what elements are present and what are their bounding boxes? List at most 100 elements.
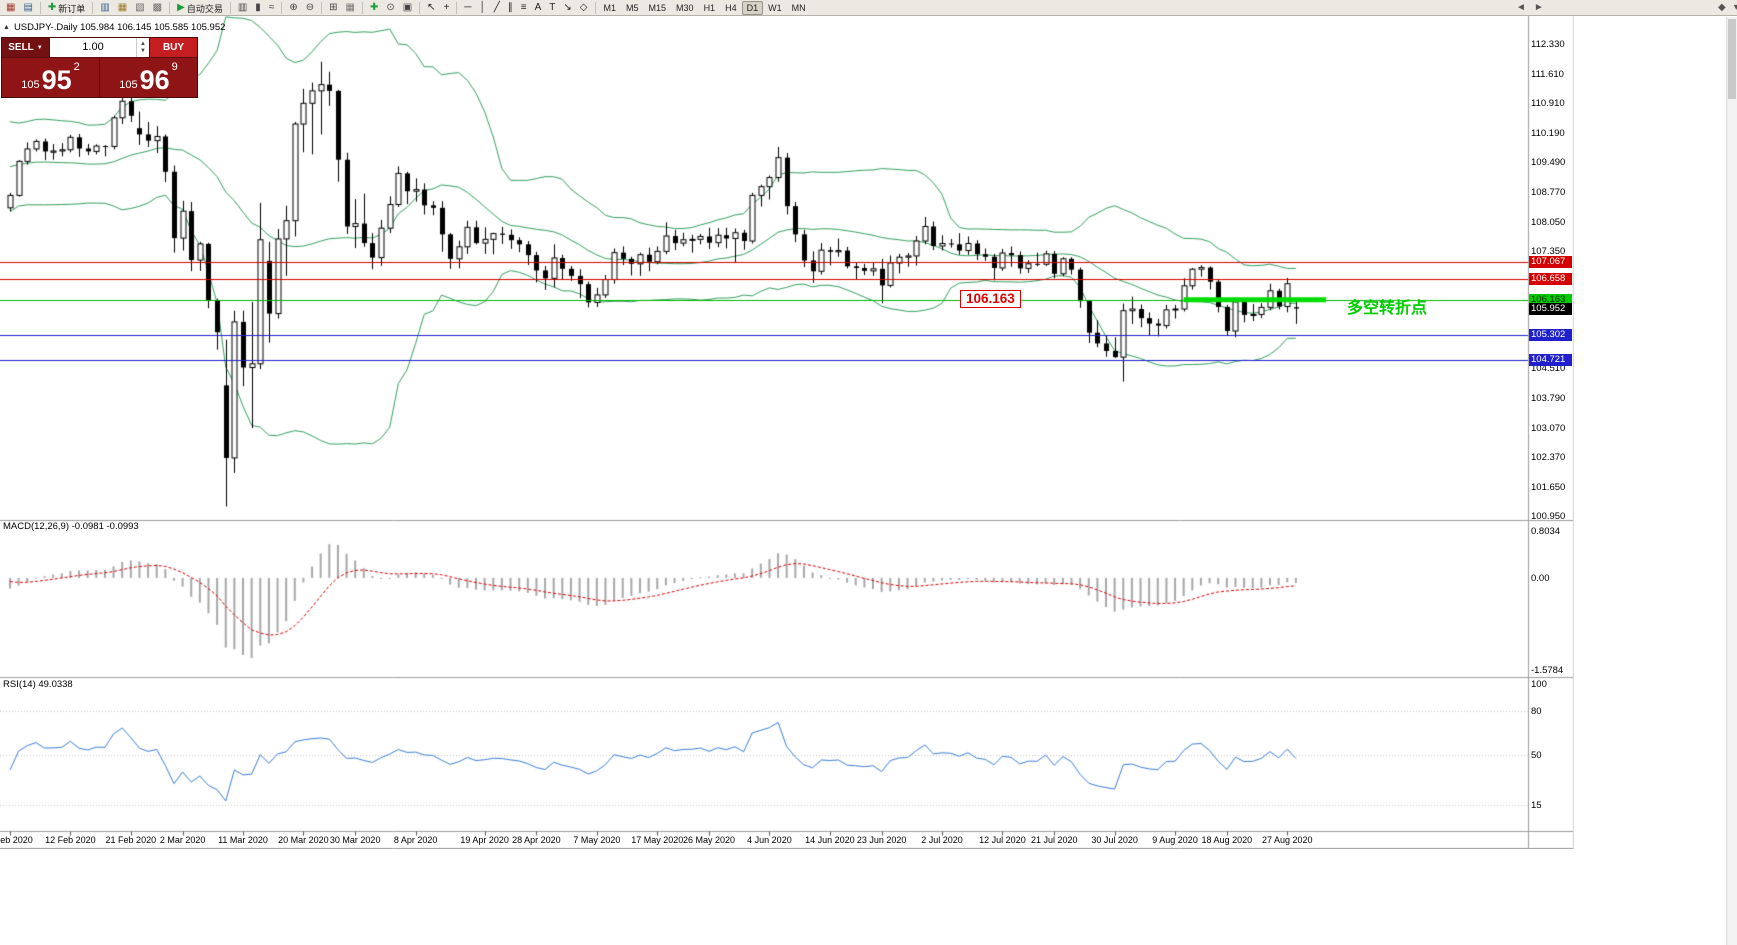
toolbar-separator bbox=[169, 2, 171, 14]
timeframe-D1[interactable]: D1 bbox=[741, 1, 764, 15]
toolbar-corner-group: ◆ ▾ bbox=[1714, 0, 1737, 16]
terminal-icon: ▩ bbox=[152, 2, 163, 13]
horizontal-line-button[interactable]: ─ bbox=[460, 1, 475, 15]
symbol-ohlc-text: USDJPY-.Daily 105.984 106.145 105.585 10… bbox=[13, 22, 226, 33]
toolbar-main-groups: ▦ ▤ ✚ 新订单 ▥ ▦ ▧ ▩ ▶ 自动交易 ▥ ▮ ≈ ⊕ ⊖ ⊞ ▦ ✚ ⊙ ▣ ↖ + ─ │ ╱ ∥ ≡ A T ↘ ◇ M1 M5… bbox=[0, 0, 811, 16]
new-order-label: 新订单 bbox=[58, 3, 86, 14]
auto-trading-icon: ▶ bbox=[177, 2, 185, 13]
trade-panel-prices: 105 95 2 105 96 9 bbox=[2, 58, 197, 97]
bar-chart-button[interactable]: ▥ bbox=[234, 1, 251, 15]
tile-windows-button[interactable]: ⊞ bbox=[325, 1, 341, 15]
buy-button[interactable]: BUY bbox=[149, 38, 197, 57]
buy-fraction: 9 bbox=[171, 61, 178, 73]
price-chart-canvas[interactable] bbox=[0, 16, 1574, 849]
buy-pips: 96 bbox=[139, 65, 170, 95]
navigator-button[interactable]: ▧ bbox=[131, 1, 148, 15]
fibonacci-button[interactable]: ≡ bbox=[517, 1, 531, 15]
toolbar-separator bbox=[456, 2, 458, 14]
toolbar-separator bbox=[39, 2, 41, 14]
more-tools-button[interactable]: ▾ bbox=[1730, 1, 1737, 15]
zoom-out-icon: ⊖ bbox=[305, 2, 315, 13]
profiles-button[interactable]: ▤ bbox=[19, 1, 36, 15]
pivot-note-text: 多空转折点 bbox=[1347, 300, 1428, 317]
macd-indicator-label: MACD(12,26,9) -0.0981 -0.0993 bbox=[3, 521, 139, 532]
text-button[interactable]: A bbox=[531, 1, 546, 15]
text-icon: A bbox=[534, 2, 542, 13]
templates-icon: ▣ bbox=[402, 2, 413, 13]
market-watch-icon: ▥ bbox=[100, 2, 110, 13]
main-toolbar: ▦ ▤ ✚ 新订单 ▥ ▦ ▧ ▩ ▶ 自动交易 ▥ ▮ ≈ ⊕ ⊖ ⊞ ▦ ✚ ⊙ ▣ ↖ + ─ │ ╱ ∥ ≡ A T ↘ ◇ M1 M5… bbox=[0, 0, 1737, 16]
line-chart-button[interactable]: ≈ bbox=[265, 1, 279, 15]
buy-price[interactable]: 105 96 9 bbox=[99, 58, 197, 97]
volume-down-icon[interactable]: ▼ bbox=[140, 47, 146, 54]
sell-fraction: 2 bbox=[73, 61, 80, 73]
cursor-button[interactable]: ↖ bbox=[423, 1, 439, 15]
timeframe-MN[interactable]: MN bbox=[787, 1, 811, 15]
toolbar-separator bbox=[229, 2, 231, 14]
candlestick-chart-button[interactable]: ▮ bbox=[251, 1, 265, 15]
timeframe-H1[interactable]: H1 bbox=[699, 1, 721, 15]
periods-icon: ⊙ bbox=[386, 2, 395, 13]
timeframe-M15[interactable]: M15 bbox=[644, 1, 672, 15]
fibonacci-icon: ≡ bbox=[520, 2, 527, 13]
sell-button[interactable]: SELL ▼ bbox=[2, 38, 50, 57]
line-chart-icon: ≈ bbox=[268, 2, 275, 13]
arrows-button[interactable]: ↘ bbox=[559, 1, 575, 15]
sell-price[interactable]: 105 95 2 bbox=[2, 58, 99, 97]
toolbar-separator bbox=[281, 2, 283, 14]
zoom-in-button[interactable]: ⊕ bbox=[285, 1, 301, 15]
zoom-in-icon: ⊕ bbox=[289, 2, 298, 13]
zoom-out-button[interactable]: ⊖ bbox=[302, 1, 318, 15]
vertical-line-button[interactable]: │ bbox=[476, 1, 490, 15]
scroll-forward-button[interactable]: ► bbox=[1530, 1, 1548, 15]
data-window-icon: ▦ bbox=[117, 2, 128, 13]
auto-trading-button[interactable]: ▶ 自动交易 bbox=[173, 1, 227, 15]
data-window-button[interactable]: ▦ bbox=[114, 1, 131, 15]
shapes-button[interactable]: ◇ bbox=[576, 1, 592, 15]
periods-button[interactable]: ⊙ bbox=[382, 1, 398, 15]
channel-button[interactable]: ∥ bbox=[504, 1, 517, 15]
toolbar-separator bbox=[321, 2, 323, 14]
buy-big-figure: 105 bbox=[119, 79, 138, 91]
tile-windows-icon: ⊞ bbox=[329, 2, 338, 13]
timeframe-M30[interactable]: M30 bbox=[671, 1, 699, 15]
new-chart-button[interactable]: ▦ bbox=[2, 1, 19, 15]
scroll-back-button[interactable]: ◄ bbox=[1512, 1, 1530, 15]
one-click-trade-panel: SELL ▼ 1.00 ▲ ▼ BUY 105 95 2 105 bbox=[1, 37, 198, 98]
symbol-info-bar: ▲ USDJPY-.Daily 105.984 106.145 105.585 … bbox=[3, 22, 225, 33]
volume-field: 1.00 ▲ ▼ bbox=[50, 38, 149, 57]
trendline-button[interactable]: ╱ bbox=[490, 1, 504, 15]
label-button[interactable]: T bbox=[545, 1, 559, 15]
toolbar-separator bbox=[361, 2, 363, 14]
timeframe-M5[interactable]: M5 bbox=[621, 1, 644, 15]
rsi-indicator-label: RSI(14) 49.0338 bbox=[3, 679, 73, 690]
toolbar-separator bbox=[594, 2, 596, 14]
sell-big-figure: 105 bbox=[21, 79, 40, 91]
trendline-icon: ╱ bbox=[493, 2, 500, 13]
volume-input[interactable]: 1.00 bbox=[82, 41, 104, 53]
channel-icon: ∥ bbox=[507, 2, 513, 13]
timeframe-M1[interactable]: M1 bbox=[599, 1, 622, 15]
volume-up-icon[interactable]: ▲ bbox=[140, 40, 146, 47]
more-tools-icon: ▾ bbox=[1733, 2, 1737, 13]
crosshair-button[interactable]: + bbox=[440, 1, 454, 15]
vertical-scrollbar[interactable] bbox=[1726, 17, 1737, 945]
templates-button[interactable]: ▣ bbox=[399, 1, 416, 15]
horizontal-line-icon: ─ bbox=[464, 2, 472, 13]
volume-spinner: ▲ ▼ bbox=[136, 38, 149, 57]
hand-tool-button[interactable]: ◆ bbox=[1714, 1, 1730, 15]
timeframe-W1[interactable]: W1 bbox=[763, 1, 787, 15]
market-watch-button[interactable]: ▥ bbox=[96, 1, 113, 15]
new-order-button[interactable]: ✚ 新订单 bbox=[44, 1, 89, 15]
indicators-button[interactable]: ✚ bbox=[366, 1, 382, 15]
grid-button[interactable]: ▦ bbox=[341, 1, 358, 15]
terminal-button[interactable]: ▩ bbox=[149, 1, 166, 15]
price-level-callout[interactable]: 106.163 bbox=[960, 290, 1021, 308]
collapse-trade-panel-icon[interactable]: ▲ bbox=[3, 24, 10, 31]
sell-button-label: SELL bbox=[8, 42, 34, 53]
hand-tool-icon: ◆ bbox=[1718, 2, 1726, 13]
timeframe-H4[interactable]: H4 bbox=[720, 1, 742, 15]
scrollbar-thumb[interactable] bbox=[1728, 19, 1736, 99]
toolbar-separator bbox=[92, 2, 94, 14]
